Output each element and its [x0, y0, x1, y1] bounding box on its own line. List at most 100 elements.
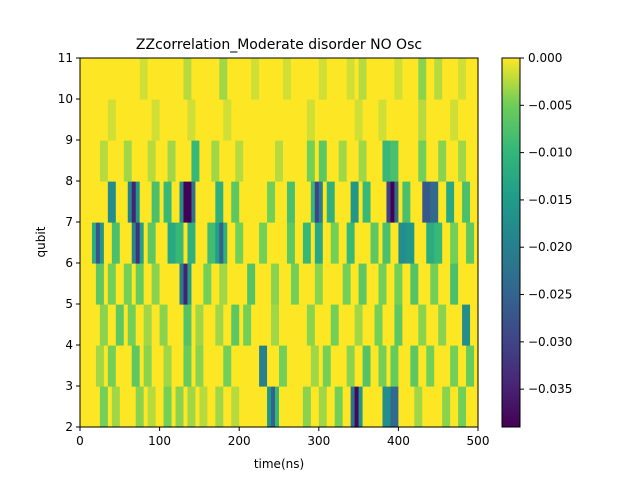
heatmap-cell — [179, 99, 185, 141]
heatmap-cell — [322, 304, 328, 346]
colorbar-tick-label: −0.010 — [528, 146, 572, 160]
heatmap-cell — [187, 181, 193, 223]
heatmap-cell — [462, 263, 467, 305]
heatmap-cell — [159, 140, 165, 182]
heatmap-cell — [271, 263, 276, 305]
heatmap-cell — [402, 304, 407, 346]
heatmap-cell — [326, 99, 332, 141]
heatmap-cell — [271, 99, 276, 141]
heatmap-cell — [155, 222, 161, 264]
heatmap-cell — [207, 181, 212, 223]
heatmap-cell — [175, 222, 181, 264]
heatmap-cell — [326, 222, 332, 264]
heatmap-cell — [394, 263, 399, 305]
heatmap-cell — [251, 304, 256, 346]
heatmap-cell — [374, 58, 380, 100]
heatmap-cell — [282, 222, 288, 264]
heatmap-cell — [282, 99, 288, 141]
heatmap-cell — [135, 181, 141, 223]
heatmap-cell — [215, 345, 220, 387]
heatmap-cell — [275, 58, 280, 100]
heatmap-cell — [147, 99, 153, 141]
heatmap-cell — [183, 181, 189, 223]
heatmap-cell — [414, 263, 419, 305]
heatmap-cell — [159, 222, 165, 264]
heatmap-cell — [338, 99, 344, 141]
y-tick-label: 4 — [65, 338, 73, 352]
heatmap-cell — [271, 58, 276, 100]
heatmap-cell — [231, 99, 236, 141]
heatmap-cell — [83, 386, 89, 428]
heatmap-cell — [107, 345, 113, 387]
heatmap-cell — [103, 222, 109, 264]
heatmap-cell — [259, 58, 264, 100]
heatmap-cell — [290, 181, 296, 223]
heatmap-cell — [107, 181, 113, 223]
heatmap-cell — [290, 222, 296, 264]
heatmap-cell — [219, 99, 224, 141]
heatmap-cell — [374, 345, 380, 387]
heatmap-cell — [438, 99, 443, 141]
heatmap-cell — [290, 304, 296, 346]
heatmap-cell — [135, 58, 141, 100]
heatmap-cell — [390, 181, 396, 223]
heatmap-cell — [378, 222, 384, 264]
heatmap-cell — [87, 140, 93, 182]
heatmap-cell — [139, 140, 145, 182]
heatmap-cell — [474, 345, 479, 387]
heatmap-cell — [294, 345, 300, 387]
heatmap-cell — [402, 222, 407, 264]
heatmap-cell — [310, 263, 316, 305]
heatmap-cell — [430, 345, 435, 387]
heatmap-cell — [334, 99, 340, 141]
heatmap-cell — [390, 263, 396, 305]
heatmap-cell — [346, 304, 352, 346]
heatmap-cell — [271, 304, 276, 346]
heatmap-cell — [159, 304, 165, 346]
heatmap-cell — [382, 386, 388, 428]
heatmap-cell — [458, 304, 463, 346]
heatmap-cell — [362, 386, 368, 428]
heatmap-cell — [406, 58, 411, 100]
heatmap-cell — [195, 263, 200, 305]
heatmap-cell — [99, 99, 105, 141]
heatmap-cell — [143, 345, 149, 387]
heatmap-cell — [358, 386, 364, 428]
heatmap-cell — [99, 263, 105, 305]
heatmap-cell — [175, 345, 181, 387]
heatmap-cell — [474, 99, 479, 141]
heatmap-cell — [175, 181, 181, 223]
heatmap-cell — [406, 386, 411, 428]
heatmap-cell — [382, 181, 388, 223]
heatmap-cell — [271, 345, 276, 387]
heatmap-cell — [382, 140, 388, 182]
heatmap-cell — [151, 263, 157, 305]
heatmap-cell — [418, 304, 423, 346]
heatmap-cell — [442, 140, 447, 182]
heatmap-cell — [219, 58, 224, 100]
heatmap-cell — [167, 386, 173, 428]
heatmap-cell — [306, 263, 312, 305]
y-tick-label: 3 — [65, 379, 73, 393]
heatmap-cell — [80, 181, 85, 223]
heatmap-cell — [410, 263, 415, 305]
heatmap-cell — [422, 99, 427, 141]
heatmap-cell — [215, 386, 220, 428]
heatmap-cell — [374, 99, 380, 141]
heatmap-cell — [434, 304, 439, 346]
heatmap-cell — [259, 99, 264, 141]
heatmap-cell — [199, 263, 204, 305]
heatmap-cell — [251, 58, 256, 100]
heatmap-cell — [271, 386, 276, 428]
heatmap-cell — [350, 99, 356, 141]
heatmap-cell — [247, 304, 252, 346]
heatmap-cell — [231, 140, 236, 182]
heatmap-cell — [294, 304, 300, 346]
heatmap-cell — [370, 140, 376, 182]
heatmap-cell — [127, 99, 133, 141]
heatmap-cell — [422, 386, 427, 428]
y-tick-label: 10 — [58, 92, 73, 106]
heatmap-cell — [398, 58, 403, 100]
heatmap-cell — [275, 386, 280, 428]
x-tick-label: 0 — [76, 434, 84, 448]
